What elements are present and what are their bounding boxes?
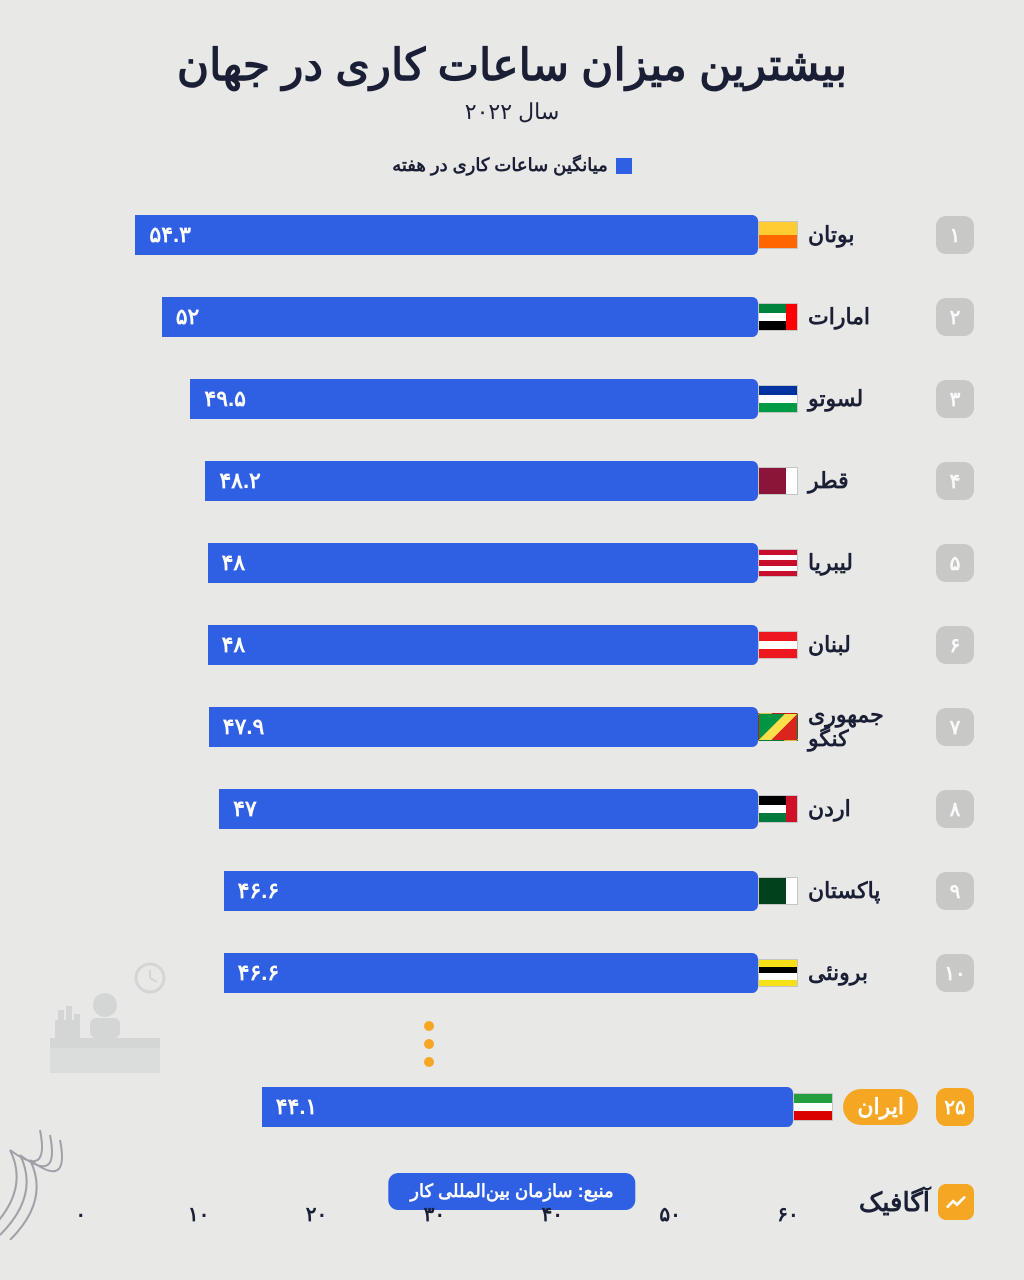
country-label: بوتان <box>808 223 918 247</box>
country-flag <box>758 631 798 659</box>
bar: ۴۸.۲ <box>205 461 758 501</box>
country-label: جمهوری کنگو <box>808 703 918 751</box>
country-label: پاکستان <box>808 879 918 903</box>
rank-badge: ۶ <box>936 626 974 664</box>
logo-text: آگافیک <box>859 1187 930 1218</box>
bar-value: ۴۷ <box>233 796 257 822</box>
country-label: اردن <box>808 797 918 821</box>
legend-label: میانگین ساعات کاری در هفته <box>392 155 608 176</box>
country-label: برونئی <box>808 961 918 985</box>
table-row: ۵ لیبریا ۴۸ <box>70 529 974 597</box>
bar-value: ۴۶.۶ <box>238 960 280 986</box>
country-flag <box>758 959 798 987</box>
rank-badge: ۴ <box>936 462 974 500</box>
bar-track: ۴۷.۹ <box>70 707 758 747</box>
rank-badge: ۲ <box>936 298 974 336</box>
bar-track: ۴۶.۶ <box>70 871 758 911</box>
bar: ۵۴.۳ <box>135 215 758 255</box>
rank-badge: ۲۵ <box>936 1088 974 1126</box>
table-row: ۲ امارات ۵۲ <box>70 283 974 351</box>
country-label: لبنان <box>808 633 918 657</box>
table-row: ۹ پاکستان ۴۶.۶ <box>70 857 974 925</box>
country-flag <box>758 713 798 741</box>
axis-tick: ۵۰ <box>659 1202 680 1231</box>
country-flag <box>758 877 798 905</box>
bar: ۴۷.۹ <box>209 707 758 747</box>
country-label: امارات <box>808 305 918 329</box>
brand-logo: آگافیک <box>859 1184 974 1220</box>
bar-value: ۵۲ <box>176 304 200 330</box>
bar-value: ۵۴.۳ <box>149 222 191 248</box>
country-label: لسوتو <box>808 387 918 411</box>
bar: ۴۶.۶ <box>224 871 758 911</box>
country-flag <box>758 795 798 823</box>
bar: ۴۸ <box>208 543 758 583</box>
country-flag <box>793 1093 833 1121</box>
bar-track: ۵۲ <box>70 297 758 337</box>
rank-badge: ۱ <box>936 216 974 254</box>
table-row: ۴ قطر ۴۸.۲ <box>70 447 974 515</box>
table-row: ۷ جمهوری کنگو ۴۷.۹ <box>70 693 974 761</box>
axis-tick: ۱۰ <box>188 1202 209 1231</box>
axis-tick: ۳۰ <box>424 1202 445 1231</box>
table-row: ۲۵ ایران ۴۴.۱ <box>70 1073 974 1141</box>
page-subtitle: سال ۲۰۲۲ <box>50 99 974 125</box>
page-title: بیشترین میزان ساعات کاری در جهان <box>50 40 974 91</box>
bar-value: ۴۹.۵ <box>204 386 246 412</box>
wave-decoration-icon <box>0 1120 120 1240</box>
logo-mark-icon <box>938 1184 974 1220</box>
table-row: ۳ لسوتو ۴۹.۵ <box>70 365 974 433</box>
bar-track: ۴۸ <box>70 625 758 665</box>
country-flag <box>758 221 798 249</box>
bar: ۴۸ <box>208 625 758 665</box>
country-flag <box>758 549 798 577</box>
bar-track: ۴۹.۵ <box>70 379 758 419</box>
bar-track: ۵۴.۳ <box>70 215 758 255</box>
bar-value: ۴۸ <box>222 550 246 576</box>
bar-value: ۴۸ <box>222 632 246 658</box>
bar: ۵۲ <box>162 297 758 337</box>
bar-chart: ۱ بوتان ۵۴.۳ ۲ امارات ۵۲ ۳ لسوتو ۴۹.۵ ۴ قطر ۴۸.۲ ۵ لی… <box>50 201 974 1141</box>
table-row: ۱ بوتان ۵۴.۳ <box>70 201 974 269</box>
country-flag <box>758 467 798 495</box>
country-flag <box>758 303 798 331</box>
bar-value: ۴۸.۲ <box>219 468 261 494</box>
x-axis: ۰۱۰۲۰۳۰۴۰۵۰۶۰ <box>70 1201 788 1231</box>
rank-badge: ۹ <box>936 872 974 910</box>
bar: ۴۶.۶ <box>224 953 758 993</box>
country-label: ایران <box>843 1089 918 1125</box>
axis-tick: ۲۰ <box>306 1202 327 1231</box>
bar-track: ۴۸ <box>70 543 758 583</box>
bar-track: ۴۸.۲ <box>70 461 758 501</box>
bar-value: ۴۷.۹ <box>223 714 265 740</box>
ellipsis-indicator <box>70 1021 974 1067</box>
rank-badge: ۸ <box>936 790 974 828</box>
bar-track: ۴۷ <box>70 789 758 829</box>
bar-value: ۴۴.۱ <box>276 1094 318 1120</box>
table-row: ۱۰ برونئی ۴۶.۶ <box>70 939 974 1007</box>
rank-badge: ۳ <box>936 380 974 418</box>
bar-track: ۴۴.۱ <box>70 1087 793 1127</box>
legend-swatch <box>616 158 632 174</box>
rank-badge: ۷ <box>936 708 974 746</box>
bar: ۴۹.۵ <box>190 379 758 419</box>
axis-tick: ۴۰ <box>542 1202 563 1231</box>
infographic-container: بیشترین میزان ساعات کاری در جهان سال ۲۰۲… <box>0 0 1024 1280</box>
axis-tick: ۶۰ <box>777 1202 798 1231</box>
country-label: لیبریا <box>808 551 918 575</box>
rank-badge: ۵ <box>936 544 974 582</box>
bar: ۴۴.۱ <box>262 1087 794 1127</box>
bar-value: ۴۶.۶ <box>238 878 280 904</box>
rank-badge: ۱۰ <box>936 954 974 992</box>
country-flag <box>758 385 798 413</box>
country-label: قطر <box>808 469 918 493</box>
table-row: ۸ اردن ۴۷ <box>70 775 974 843</box>
desk-worker-icon <box>30 960 180 1080</box>
table-row: ۶ لبنان ۴۸ <box>70 611 974 679</box>
bar: ۴۷ <box>219 789 758 829</box>
chart-legend: میانگین ساعات کاری در هفته <box>50 155 974 176</box>
